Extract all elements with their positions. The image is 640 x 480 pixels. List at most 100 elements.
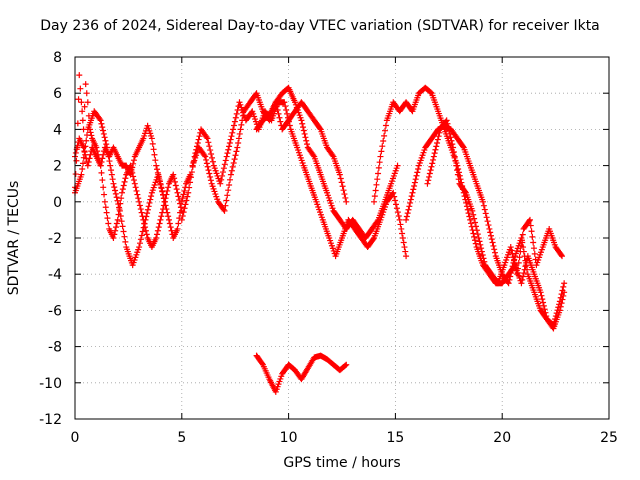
data-point: [277, 118, 284, 125]
data-point: [101, 134, 108, 141]
x-tick-label: 15: [386, 430, 404, 446]
data-point: [177, 204, 184, 211]
data-point: [343, 198, 350, 205]
data-point: [102, 137, 109, 144]
data-point: [557, 294, 564, 301]
data-point: [113, 194, 120, 201]
data-point: [427, 167, 434, 174]
data-point: [372, 187, 379, 194]
data-point: [286, 122, 293, 129]
data-point: [553, 310, 560, 317]
y-tick-label: 4: [53, 122, 62, 138]
data-point: [165, 213, 172, 220]
data-point: [342, 194, 349, 201]
data-point: [136, 240, 143, 247]
data-point: [410, 186, 417, 193]
x-tick-label: 5: [177, 430, 186, 446]
x-tick-label: 25: [600, 430, 618, 446]
data-point: [284, 110, 291, 117]
y-tick-label: -6: [48, 303, 62, 319]
data-point: [382, 122, 389, 129]
data-point: [153, 162, 160, 169]
data-point: [107, 162, 114, 169]
data-point: [552, 315, 559, 322]
data-point: [454, 167, 461, 174]
data-point: [108, 167, 115, 174]
data-point: [477, 241, 484, 248]
data-point: [119, 223, 126, 230]
data-point: [150, 146, 157, 153]
y-tick-label: -4: [48, 267, 62, 283]
data-point: [465, 210, 472, 217]
data-point: [73, 157, 80, 164]
data-point: [136, 202, 143, 209]
y-tick-label: -8: [48, 340, 62, 356]
data-point: [162, 202, 169, 209]
data-point: [274, 107, 281, 114]
data-point: [482, 210, 489, 217]
data-point: [411, 182, 418, 189]
data-point: [152, 157, 159, 164]
data-point: [175, 193, 182, 200]
data-point: [449, 141, 456, 148]
data-point: [556, 301, 563, 308]
data-point: [109, 176, 116, 183]
data-point: [231, 156, 238, 163]
data-point: [102, 204, 109, 211]
data-point: [104, 144, 111, 151]
data-point: [559, 253, 566, 260]
data-point: [224, 192, 231, 199]
data-point: [432, 146, 439, 153]
x-tick-label: 0: [71, 430, 80, 446]
data-point: [415, 165, 422, 172]
data-point: [98, 169, 105, 176]
data-point: [431, 150, 438, 157]
data-point: [227, 176, 234, 183]
data-point: [223, 153, 230, 160]
data-point: [171, 178, 178, 185]
data-point: [371, 193, 378, 200]
data-point: [227, 136, 234, 143]
data-point: [205, 167, 212, 174]
grid-lines: [75, 57, 609, 419]
data-point: [485, 222, 492, 229]
data-point: [122, 238, 129, 245]
data-point: [407, 196, 414, 203]
data-point: [181, 205, 188, 212]
data-series: [72, 72, 568, 395]
y-tick-label: 2: [53, 159, 62, 175]
data-point: [397, 221, 404, 228]
data-point: [112, 187, 119, 194]
data-point: [220, 165, 227, 172]
data-point: [454, 171, 461, 178]
data-point: [412, 176, 419, 183]
data-point: [230, 122, 237, 129]
data-point: [147, 196, 154, 203]
data-point: [148, 135, 155, 142]
data-point: [342, 362, 349, 369]
data-point: [430, 153, 437, 160]
data-point: [103, 209, 110, 216]
data-point: [80, 160, 87, 167]
data-point: [393, 205, 400, 212]
data-point: [207, 173, 214, 180]
data-point: [144, 206, 151, 213]
data-point: [374, 218, 381, 225]
data-point: [79, 108, 86, 115]
data-point: [195, 136, 202, 143]
data-point: [183, 197, 190, 204]
data-point: [507, 244, 514, 251]
data-point: [110, 235, 117, 241]
data-point: [531, 250, 538, 257]
data-point: [489, 239, 496, 246]
data-point: [450, 144, 457, 151]
data-point: [519, 276, 526, 283]
axes: 0 5 10 15 20 25 -12 -10 -8 -6 -4 -2 0 2 4 6 8: [39, 50, 618, 446]
data-point: [483, 214, 490, 221]
data-point: [550, 321, 557, 328]
data-point: [82, 143, 89, 150]
data-point: [455, 165, 462, 172]
data-point: [233, 110, 240, 117]
data-point: [206, 143, 213, 150]
